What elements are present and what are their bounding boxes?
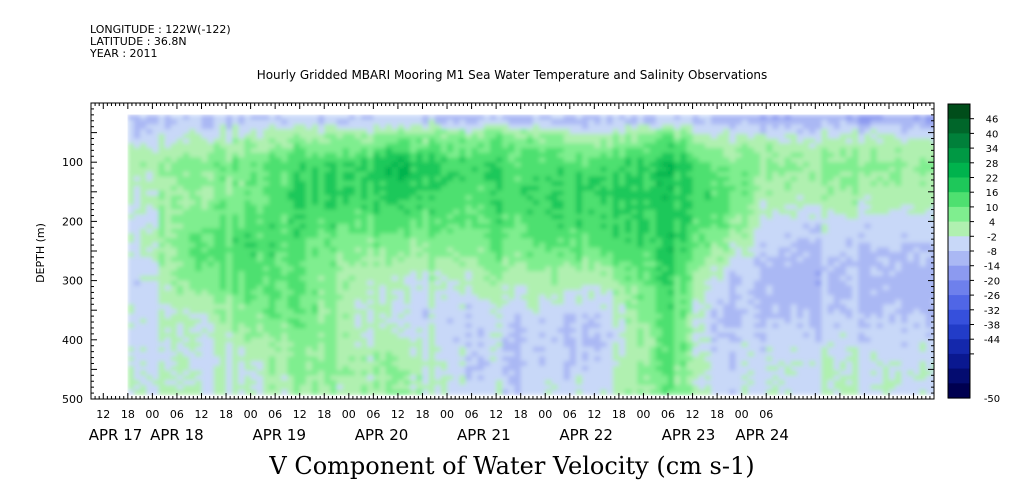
x-hour-tick-label: 12 <box>489 408 503 421</box>
x-hour-tick-label: 06 <box>465 408 479 421</box>
colorbar-swatch <box>948 324 970 340</box>
x-hour-tick-label: 06 <box>759 408 773 421</box>
x-hour-tick-label: 00 <box>244 408 258 421</box>
x-hour-tick-label: 00 <box>440 408 454 421</box>
y-tick-label: 400 <box>62 334 83 347</box>
colorbar-swatch <box>948 118 970 134</box>
colorbar-label: 46 <box>986 115 999 126</box>
colorbar-swatch <box>948 162 970 179</box>
x-date-label: APR 17 <box>89 426 143 444</box>
colorbar-label: 34 <box>986 144 999 155</box>
colorbar-label: -2 <box>987 232 997 243</box>
x-hour-tick-label: 12 <box>686 408 700 421</box>
x-hour-tick-label: 18 <box>710 408 724 421</box>
colorbar-swatch <box>948 206 970 223</box>
x-date-label: APR 20 <box>355 426 409 444</box>
x-hour-tick-label: 12 <box>96 408 110 421</box>
x-date-label: APR 22 <box>559 426 613 444</box>
x-hour-tick-label: 06 <box>563 408 577 421</box>
x-hour-tick-label: 18 <box>415 408 429 421</box>
x-hour-tick-label: 18 <box>219 408 233 421</box>
x-hour-tick-label: 00 <box>145 408 159 421</box>
year-label: YEAR : 2011 <box>90 47 158 60</box>
x-hour-tick-label: 12 <box>293 408 307 421</box>
x-date-label: APR 24 <box>735 426 789 444</box>
colorbar-label: -38 <box>984 321 1000 332</box>
colorbar-label: -50 <box>984 394 1000 405</box>
colorbar-label: 40 <box>986 129 999 140</box>
chart-title: Hourly Gridded MBARI Mooring M1 Sea Wate… <box>256 68 768 82</box>
x-date-label: APR 23 <box>662 426 716 444</box>
colorbar-swatch <box>948 148 970 164</box>
velocity-field <box>127 114 934 396</box>
x-hour-tick-label: 00 <box>342 408 356 421</box>
colorbar-swatch <box>948 368 970 384</box>
colorbar-swatch <box>948 309 970 326</box>
colorbar-swatch <box>948 133 970 149</box>
y-tick-label: 500 <box>62 393 83 406</box>
y-tick-label: 100 <box>62 156 83 169</box>
colorbar-label: -14 <box>984 262 1000 273</box>
colorbar-swatch <box>948 177 970 193</box>
x-hour-tick-label: 12 <box>587 408 601 421</box>
x-hour-tick-label: 00 <box>538 408 552 421</box>
colorbar-swatch <box>948 192 970 208</box>
colorbar-swatch <box>948 265 970 281</box>
x-hour-tick-label: 06 <box>170 408 184 421</box>
x-hour-tick-label: 12 <box>194 408 208 421</box>
x-axis-title: V Component of Water Velocity (cm s-1) <box>269 452 755 480</box>
latitude-label: LATITUDE : 36.8N <box>90 35 187 48</box>
y-axis-title: DEPTH (m) <box>34 223 47 283</box>
x-hour-tick-label: 00 <box>636 408 650 421</box>
colorbar-swatch <box>948 353 970 370</box>
colorbar-label: 28 <box>986 159 999 170</box>
colorbar-label: 10 <box>986 203 999 214</box>
colorbar-swatch <box>948 104 970 120</box>
colorbar-label: -44 <box>984 335 1000 346</box>
colorbar-swatch <box>948 251 970 267</box>
x-hour-tick-label: 18 <box>514 408 528 421</box>
x-hour-tick-label: 18 <box>317 408 331 421</box>
colorbar: 46 40 34 28 22 16 10 4 -2 -8 -14 -20 -26 -32 -38 -44 -50 <box>947 103 1000 405</box>
colorbar-label: 16 <box>986 188 999 199</box>
x-hour-tick-label: 18 <box>612 408 626 421</box>
colorbar-label: -32 <box>984 306 1000 317</box>
x-hour-tick-label: 12 <box>391 408 405 421</box>
x-hour-tick-label: 00 <box>735 408 749 421</box>
colorbar-label: 4 <box>989 218 995 229</box>
y-tick-label: 300 <box>62 275 83 288</box>
x-hour-tick-label: 06 <box>661 408 675 421</box>
colorbar-swatch <box>948 339 970 355</box>
colorbar-label: -8 <box>987 247 997 258</box>
colorbar-label: -26 <box>984 291 1000 302</box>
colorbar-swatch <box>948 295 970 311</box>
colorbar-swatch <box>948 383 970 399</box>
x-hour-tick-label: 06 <box>366 408 380 421</box>
x-hour-tick-label: 18 <box>121 408 135 421</box>
longitude-label: LONGITUDE : 122W(-122) <box>90 23 231 36</box>
x-hour-tick-label: 06 <box>268 408 282 421</box>
colorbar-swatch <box>948 236 970 252</box>
x-date-label: APR 18 <box>150 426 204 444</box>
x-date-label: APR 19 <box>252 426 306 444</box>
colorbar-label: 22 <box>986 174 999 185</box>
colorbar-swatch <box>948 221 970 237</box>
colorbar-swatch <box>948 280 970 296</box>
y-tick-label: 200 <box>62 215 83 228</box>
x-date-label: APR 21 <box>457 426 511 444</box>
colorbar-label: -20 <box>984 276 1000 287</box>
